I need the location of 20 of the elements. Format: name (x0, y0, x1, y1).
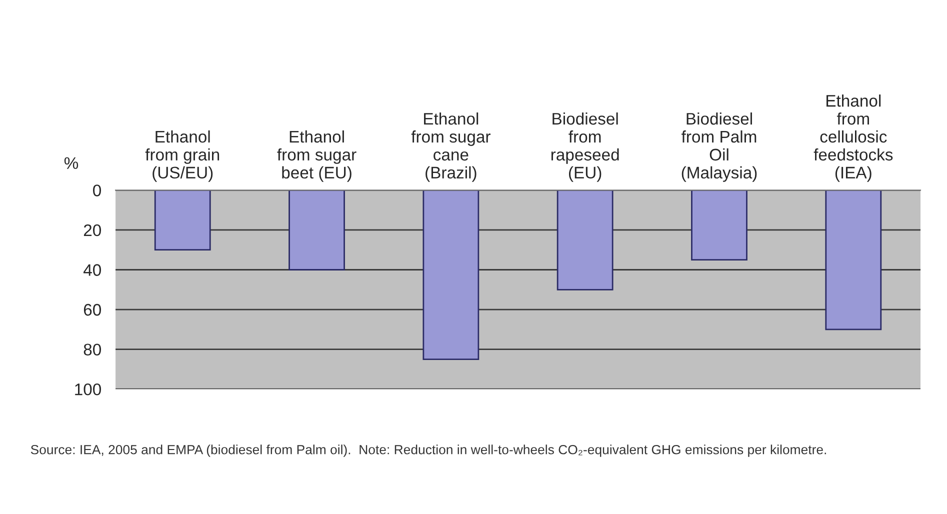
x-tick-label: Ethanol from grain (US/EU) (145, 130, 220, 182)
x-tick-label: Ethanol from cellulosic feedstocks (IEA) (814, 94, 893, 182)
bar (288, 190, 345, 270)
y-tick-label: 20 (84, 224, 101, 236)
bar (691, 190, 748, 260)
y-tick-label: 0 (93, 184, 101, 196)
x-tick-label: Ethanol from sugar beet (EU) (277, 130, 356, 182)
source-note: Source: IEA, 2005 and EMPA (biodiesel from Palm oil). Note: Reduction in well-to-wheels CO₂-equivalent GHG emissions per kilometre. (30, 444, 826, 457)
x-tick-label: Biodiesel from rapeseed (EU) (551, 112, 619, 182)
x-tick-label: Ethanol from sugar cane (Brazil) (411, 112, 490, 182)
bar (422, 190, 480, 360)
bar (825, 190, 882, 330)
y-axis-title: % (64, 157, 78, 169)
bar (556, 190, 614, 290)
y-tick-label: 80 (84, 344, 101, 356)
x-tick-label: Biodiesel from Palm Oil (Malaysia) (682, 112, 757, 182)
y-tick-label: 100 (75, 384, 101, 396)
y-tick-label: 60 (84, 304, 101, 316)
bar (154, 190, 211, 251)
y-tick-label: 40 (83, 264, 101, 276)
